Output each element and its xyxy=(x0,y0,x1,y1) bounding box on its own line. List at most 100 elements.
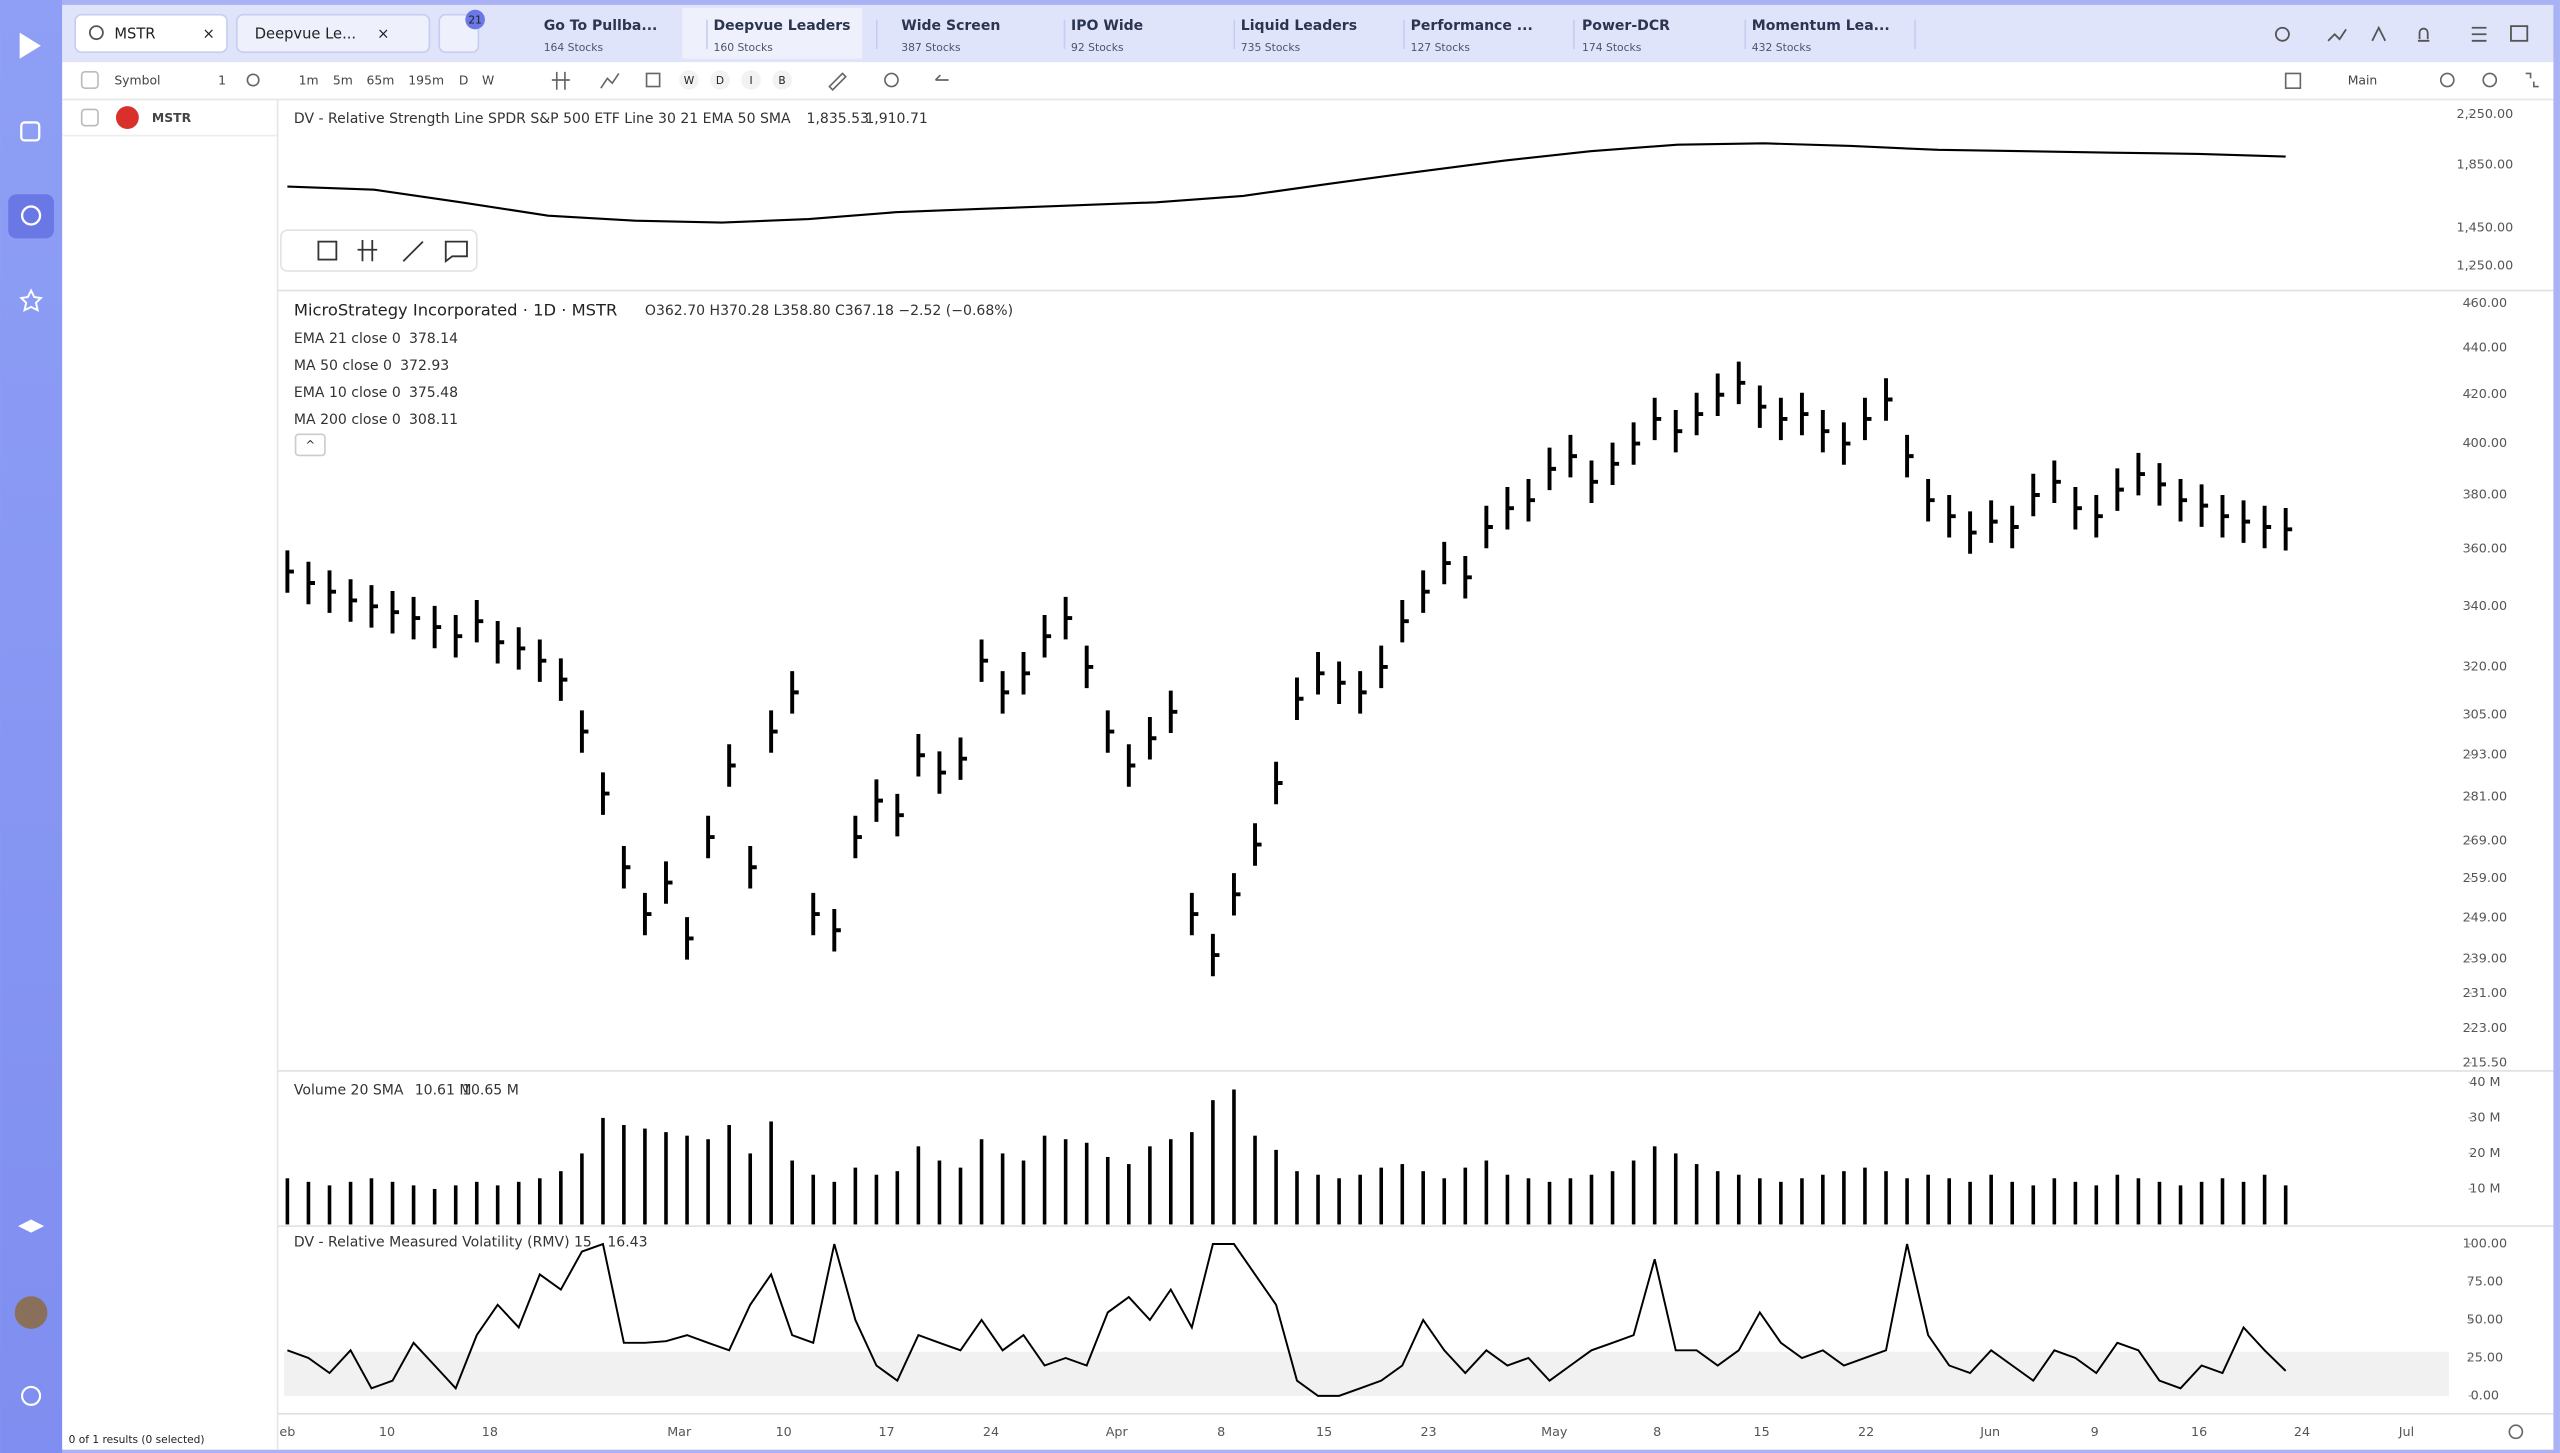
volume-bar xyxy=(1926,1174,1930,1225)
tab-count: 174 Stocks xyxy=(1582,41,1642,54)
checkbox[interactable] xyxy=(80,108,99,127)
volume-bar xyxy=(832,1181,837,1225)
x-tick-label: 10 xyxy=(776,1425,792,1440)
price-bar xyxy=(1463,556,1472,599)
price-bar xyxy=(1316,652,1325,695)
icon[interactable] xyxy=(2439,72,2455,88)
nav-icon[interactable] xyxy=(21,1385,42,1406)
icon[interactable] xyxy=(2471,26,2487,42)
tool[interactable] xyxy=(317,240,338,261)
tab-name[interactable]: Power-DCR xyxy=(1582,18,1670,34)
price-bar xyxy=(1126,744,1136,787)
icon[interactable] xyxy=(645,72,661,88)
checkbox[interactable] xyxy=(80,71,99,89)
interval[interactable]: D xyxy=(459,72,469,87)
icon[interactable] xyxy=(2510,25,2529,42)
bar-type-button[interactable] xyxy=(710,70,730,90)
icon[interactable] xyxy=(2371,25,2387,42)
volume-bar xyxy=(1000,1153,1005,1225)
price-bar xyxy=(1715,373,1725,416)
icon[interactable] xyxy=(2274,26,2290,42)
collapse-button[interactable] xyxy=(294,433,326,457)
volume-bar xyxy=(1421,1171,1425,1225)
interval[interactable]: 65m xyxy=(367,72,395,87)
tool[interactable] xyxy=(444,240,468,264)
rmv-band xyxy=(284,1351,2449,1396)
price-bar xyxy=(1652,397,1662,441)
price-bar xyxy=(1063,596,1073,640)
clear-icon[interactable]: × xyxy=(377,25,389,42)
icon[interactable] xyxy=(551,71,570,90)
icon[interactable] xyxy=(2284,72,2302,89)
watchlist-box[interactable] xyxy=(235,13,431,54)
icon[interactable] xyxy=(2482,72,2498,88)
price-bar xyxy=(1610,442,1620,486)
collapse-icon[interactable]: ^ xyxy=(305,438,315,452)
interval[interactable]: 5m xyxy=(333,72,353,87)
bar-type-button[interactable] xyxy=(679,70,699,90)
y-tick-label: 249.00 xyxy=(2463,911,2508,926)
tool[interactable] xyxy=(402,240,424,262)
y-tick-label: 305.00 xyxy=(2463,708,2508,723)
bar-type-button[interactable] xyxy=(741,70,761,90)
price-bar xyxy=(979,639,989,682)
icon[interactable] xyxy=(2525,72,2539,88)
layout-name[interactable]: Main xyxy=(2348,72,2378,87)
volume-bar xyxy=(706,1139,710,1225)
tab-name[interactable]: IPO Wide xyxy=(1071,18,1143,34)
price-bar xyxy=(790,671,799,714)
tab-name[interactable]: Liquid Leaders xyxy=(1241,18,1357,34)
interval[interactable]: W xyxy=(482,72,494,87)
volume-bar xyxy=(1253,1135,1257,1225)
volume-bar xyxy=(811,1174,816,1225)
x-tick-label: 24 xyxy=(2294,1425,2310,1440)
price-bar xyxy=(558,658,568,701)
tab-name[interactable]: Go To Pullba... xyxy=(544,18,658,34)
tab-name[interactable]: Wide Screen xyxy=(901,18,1000,34)
indicator-name: MA 50 close 0 xyxy=(294,358,392,374)
icon[interactable] xyxy=(600,73,620,89)
icon[interactable] xyxy=(884,72,899,88)
nav-icon[interactable] xyxy=(20,121,41,142)
icon[interactable] xyxy=(2417,27,2430,42)
rs-value: 1,910.71 xyxy=(865,111,927,127)
tab-name[interactable]: Deepvue Leaders xyxy=(713,18,850,34)
price-bar xyxy=(1841,422,1851,465)
badge-text: 21 xyxy=(468,13,482,26)
tool[interactable] xyxy=(357,239,378,262)
volume-bar xyxy=(348,1181,353,1225)
interval[interactable]: 1m xyxy=(299,72,319,87)
volume-bar xyxy=(1105,1156,1110,1225)
price-bar xyxy=(1589,460,1599,503)
x-tick-label: Mar xyxy=(667,1425,692,1440)
logo[interactable] xyxy=(19,32,41,59)
nav-icon[interactable] xyxy=(19,288,43,312)
avatar[interactable] xyxy=(14,1296,48,1329)
y-tick-label: 281.00 xyxy=(2463,790,2508,805)
icon[interactable] xyxy=(934,74,949,81)
interval[interactable]: 195m xyxy=(408,72,444,87)
volume-bar xyxy=(1127,1164,1131,1225)
nav-icon[interactable] xyxy=(20,205,42,226)
price-bar xyxy=(1295,677,1304,720)
y-tick-label: 259.00 xyxy=(2463,871,2508,886)
settings-icon[interactable] xyxy=(246,73,260,87)
bar-type-button[interactable] xyxy=(772,70,792,90)
icon[interactable] xyxy=(2327,28,2347,42)
y-tick-label: 0.00 xyxy=(2471,1388,2499,1403)
tab-name[interactable]: Momentum Lea... xyxy=(1752,18,1890,34)
nav-active[interactable] xyxy=(8,194,54,239)
volume-bar xyxy=(2094,1185,2099,1225)
price-bar xyxy=(1947,494,1956,538)
price-bar xyxy=(1421,570,1430,613)
icon[interactable] xyxy=(828,72,847,91)
symbol-row[interactable]: MSTR xyxy=(152,110,192,125)
price-bar xyxy=(1989,500,1998,543)
volume-bar xyxy=(1821,1174,1825,1225)
volume-legend: Volume 20 SMA xyxy=(294,1083,404,1099)
search-box[interactable] xyxy=(74,13,228,54)
price-bar xyxy=(285,550,294,593)
clear-icon[interactable]: × xyxy=(202,25,214,42)
tab-name[interactable]: Performance ... xyxy=(1411,18,1533,34)
settings-icon[interactable] xyxy=(2508,1424,2524,1440)
